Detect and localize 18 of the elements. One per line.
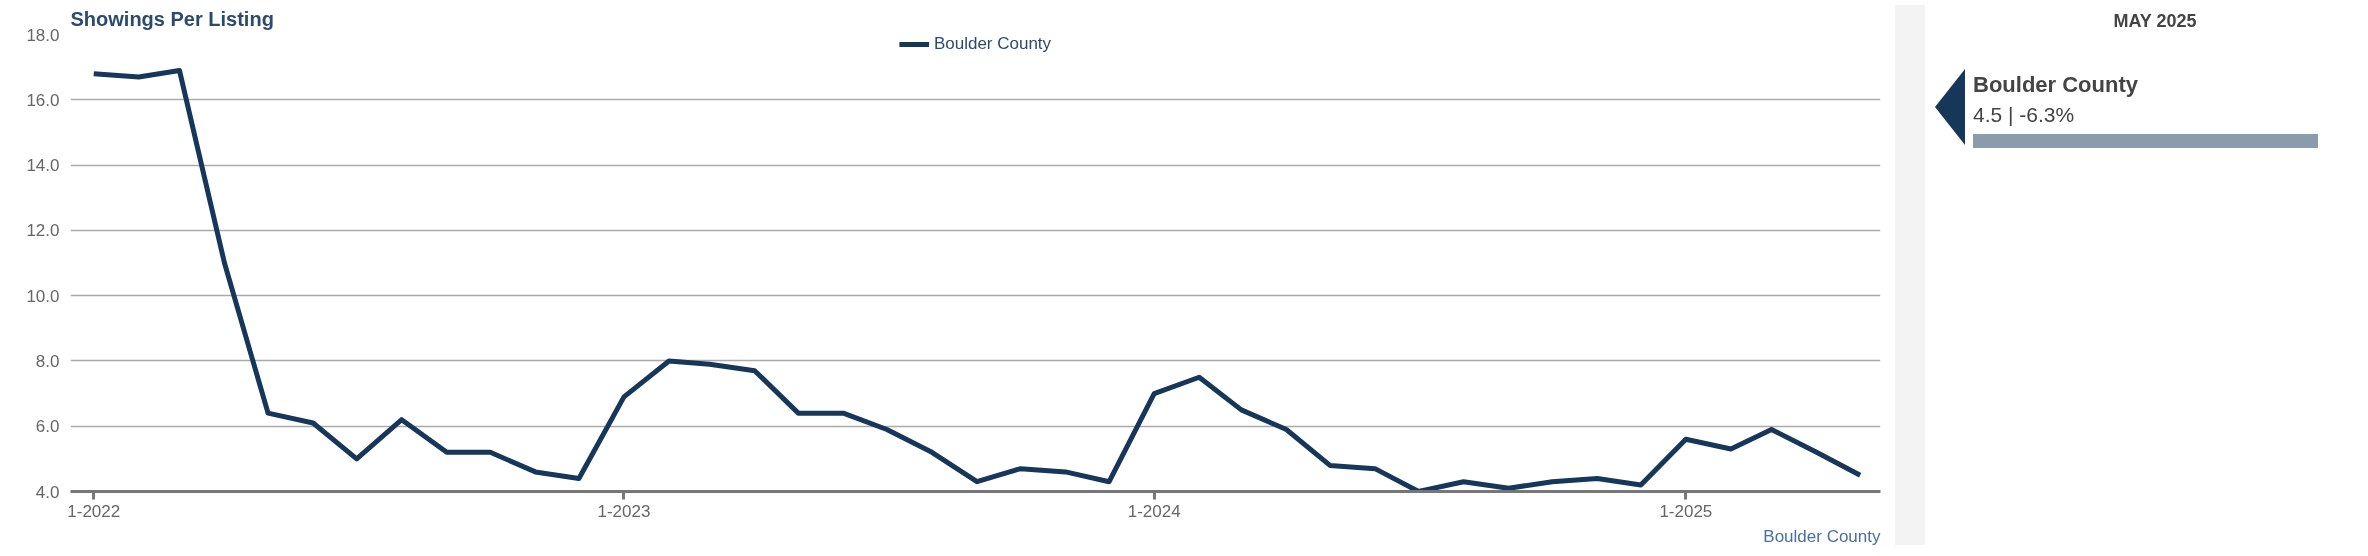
text: Boulder County [1973,70,2139,99]
x-tick-label: 1-2025 [1659,501,1713,521]
y-tick-label: 18.0 [26,25,60,45]
text: Boulder County [1763,526,1881,546]
text: MAY 2025 [2112,10,2198,33]
y-tick-label: 6.0 [35,417,60,437]
y-tick-label: 16.0 [26,90,60,110]
y-tick-label: 4.0 [35,482,60,502]
y-tick-label: 14.0 [26,156,60,176]
x-tick-label: 1-2023 [597,501,651,521]
y-tick-label: 12.0 [26,221,60,241]
legend-label: Boulder County [933,34,1052,54]
chart-title: Showings Per Listing [70,7,274,30]
y-tick-label: 8.0 [35,351,60,371]
x-tick-label: 1-2024 [1127,501,1181,521]
x-tick-label: 1-2022 [67,501,121,521]
y-tick-label: 10.0 [26,286,60,306]
text: 4.5 | -6.3% [1973,102,2076,129]
